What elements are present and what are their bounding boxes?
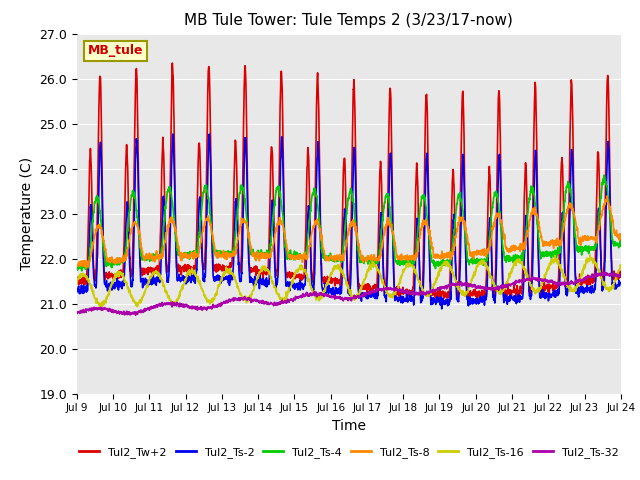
Tul2_Ts-8 — [73, 263, 81, 269]
Legend: Tul2_Tw+2, Tul2_Ts-2, Tul2_Ts-4, Tul2_Ts-8, Tul2_Ts-16, Tul2_Ts-32: Tul2_Tw+2, Tul2_Ts-2, Tul2_Ts-4, Tul2_Ts… — [75, 443, 623, 462]
Y-axis label: Temperature (C): Temperature (C) — [20, 157, 34, 270]
Tul2_Ts-2 — [602, 232, 609, 238]
Tul2_Ts-2 — [617, 279, 625, 285]
Tul2_Tw+2 — [602, 200, 609, 205]
Tul2_Ts-16 — [586, 252, 594, 258]
Text: MB_tule: MB_tule — [88, 44, 143, 58]
Tul2_Ts-4 — [602, 179, 609, 184]
Tul2_Ts-32 — [73, 311, 81, 316]
Tul2_Ts-32 — [600, 269, 608, 275]
Tul2_Ts-4 — [338, 260, 346, 265]
Tul2_Ts-16 — [73, 280, 81, 286]
Tul2_Tw+2 — [465, 298, 472, 303]
Tul2_Ts-8 — [602, 197, 609, 203]
Tul2_Ts-4 — [600, 172, 608, 178]
Tul2_Ts-8 — [502, 244, 509, 250]
Tul2_Ts-4 — [617, 237, 625, 243]
Tul2_Tw+2 — [73, 275, 81, 280]
Tul2_Ts-16 — [323, 280, 331, 286]
Tul2_Ts-16 — [617, 264, 625, 270]
Line: Tul2_Ts-16: Tul2_Ts-16 — [77, 255, 621, 307]
Tul2_Ts-8 — [603, 193, 611, 199]
Tul2_Ts-32 — [100, 305, 108, 311]
Tul2_Tw+2 — [323, 276, 331, 282]
Tul2_Ts-8 — [101, 244, 109, 250]
Line: Tul2_Ts-2: Tul2_Ts-2 — [77, 134, 621, 309]
Tul2_Ts-32 — [323, 292, 331, 298]
Tul2_Ts-8 — [617, 231, 625, 237]
Tul2_Ts-16 — [502, 284, 509, 290]
Tul2_Ts-4 — [323, 254, 331, 260]
Tul2_Ts-2 — [338, 285, 346, 291]
Tul2_Tw+2 — [502, 288, 509, 294]
Tul2_Ts-8 — [601, 198, 609, 204]
Tul2_Ts-2 — [438, 306, 445, 312]
Tul2_Ts-32 — [132, 312, 140, 318]
Tul2_Tw+2 — [100, 272, 108, 277]
Tul2_Ts-32 — [502, 283, 509, 288]
Tul2_Ts-16 — [602, 286, 609, 291]
Title: MB Tule Tower: Tule Temps 2 (3/23/17-now): MB Tule Tower: Tule Temps 2 (3/23/17-now… — [184, 13, 513, 28]
Tul2_Ts-16 — [96, 304, 104, 310]
Line: Tul2_Ts-32: Tul2_Ts-32 — [77, 272, 621, 315]
Tul2_Ts-16 — [602, 282, 609, 288]
Tul2_Ts-2 — [602, 243, 609, 249]
Tul2_Ts-2 — [169, 131, 177, 137]
Tul2_Ts-4 — [101, 253, 109, 259]
Tul2_Ts-2 — [100, 281, 108, 287]
Tul2_Ts-4 — [73, 264, 81, 270]
Tul2_Ts-4 — [602, 180, 609, 185]
Tul2_Ts-16 — [338, 266, 346, 272]
Tul2_Ts-4 — [502, 254, 509, 260]
Tul2_Tw+2 — [338, 256, 346, 262]
X-axis label: Time: Time — [332, 419, 366, 433]
Tul2_Ts-2 — [502, 292, 509, 298]
Tul2_Ts-8 — [83, 265, 90, 271]
Tul2_Ts-4 — [78, 268, 86, 274]
Tul2_Ts-8 — [338, 256, 346, 262]
Tul2_Ts-8 — [323, 254, 331, 260]
Tul2_Ts-32 — [338, 296, 346, 302]
Tul2_Tw+2 — [617, 273, 625, 278]
Tul2_Tw+2 — [168, 60, 176, 66]
Tul2_Ts-32 — [617, 273, 625, 279]
Tul2_Ts-2 — [73, 288, 81, 293]
Line: Tul2_Ts-4: Tul2_Ts-4 — [77, 175, 621, 271]
Line: Tul2_Ts-8: Tul2_Ts-8 — [77, 196, 621, 268]
Tul2_Ts-2 — [323, 285, 331, 290]
Tul2_Ts-32 — [602, 271, 609, 277]
Line: Tul2_Tw+2: Tul2_Tw+2 — [77, 63, 621, 300]
Tul2_Tw+2 — [602, 178, 609, 183]
Tul2_Ts-32 — [602, 271, 609, 277]
Tul2_Ts-16 — [101, 298, 109, 303]
